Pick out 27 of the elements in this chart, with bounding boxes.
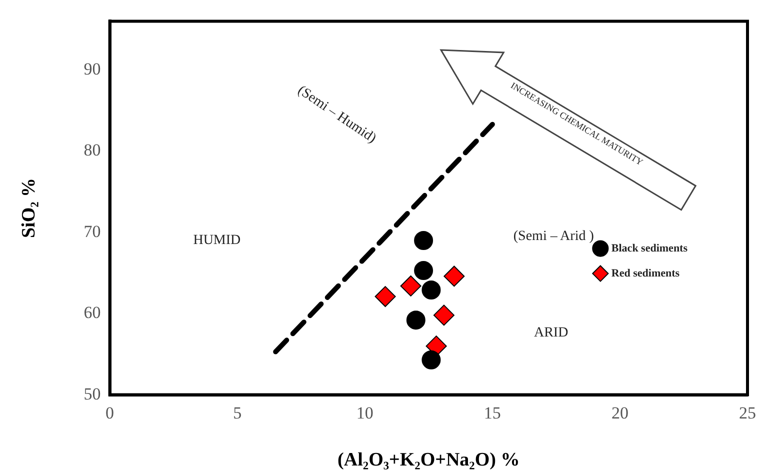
x-tick-label: 0 xyxy=(106,403,114,422)
point xyxy=(444,266,465,287)
y-tick-label: 60 xyxy=(84,303,101,322)
y-tick-label: 70 xyxy=(84,222,101,241)
legend-label: Black sediments xyxy=(611,242,688,254)
point xyxy=(422,350,441,370)
x-tick-label: 15 xyxy=(484,403,501,422)
annotation: ARID xyxy=(534,326,568,341)
point xyxy=(374,286,396,308)
point xyxy=(414,230,434,250)
x-tick-label: 25 xyxy=(739,403,756,422)
x-tick-label: 20 xyxy=(611,403,628,422)
y-tick-label: 80 xyxy=(84,140,101,160)
x-tick-label: 5 xyxy=(233,403,242,422)
x-axis-title: (Al₂O₃+K₂O+Na₂O) % xyxy=(338,450,520,471)
point xyxy=(406,310,426,330)
y-tick-label: 90 xyxy=(84,59,101,78)
point xyxy=(414,261,434,280)
point xyxy=(433,304,454,326)
point xyxy=(400,275,422,296)
annotation: HUMID xyxy=(193,233,241,248)
legend-label: Red sediments xyxy=(611,267,680,280)
y-axis-title: SiO₂ % xyxy=(18,178,40,238)
y-tick-label: 50 xyxy=(84,384,101,404)
point xyxy=(422,280,441,300)
x-tick-label: 10 xyxy=(356,403,374,422)
annotation: (Semi – Arid ) xyxy=(513,229,594,244)
